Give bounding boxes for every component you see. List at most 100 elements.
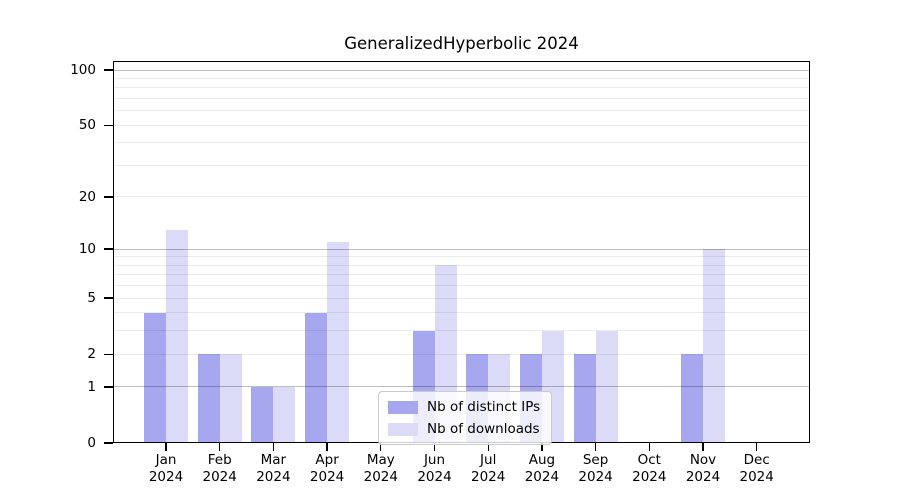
gridline-minor-30 [113, 164, 810, 166]
y-tick-mark-10 [104, 248, 113, 250]
x-tick-mark-aug [541, 443, 543, 451]
x-tick-label-jul: Jul 2024 [448, 452, 528, 486]
x-tick-month: Jan [155, 452, 177, 468]
gridline-major-1 [113, 386, 810, 388]
gridline-minor-9 [113, 256, 810, 258]
x-tick-year: 2024 [309, 469, 345, 485]
y-tick-label-10: 10 [78, 241, 96, 258]
bar-downloads-feb [219, 354, 242, 443]
x-tick-mark-sep [594, 443, 597, 451]
gridline-major-10 [113, 248, 810, 250]
gridline-minor-4 [113, 312, 810, 314]
x-tick-mark-dec [756, 443, 758, 451]
gridline-minor-20 [113, 196, 810, 198]
bar-downloads-sep [595, 331, 618, 443]
x-tick-month: Sep [582, 452, 609, 468]
y-tick-label-20: 20 [78, 188, 96, 205]
x-tick-year: 2024 [256, 469, 291, 485]
x-tick-label-dec: Dec 2024 [717, 452, 797, 486]
legend-item-distinct-ips: Nb of distinct IPs [388, 399, 540, 415]
gridline-major-100 [113, 69, 810, 71]
chart-title: GeneralizedHyperbolic 2024 [344, 34, 579, 53]
x-tick-month: Jul [480, 452, 497, 468]
x-tick-mark-jun [433, 443, 436, 451]
x-tick-label-nov: Nov 2024 [663, 452, 743, 486]
x-tick-label-jun: Jun 2024 [395, 452, 475, 486]
gridline-minor-2 [113, 353, 810, 355]
x-tick-mark-nov [702, 443, 704, 451]
plot-area: Nb of distinct IPs Nb of downloads [113, 61, 810, 445]
x-tick-month: Oct [637, 452, 661, 468]
gridline-minor-6 [113, 285, 810, 287]
x-tick-month: Nov [689, 452, 717, 468]
x-tick-mark-jul [487, 443, 489, 451]
gridline-minor-40 [113, 142, 810, 144]
x-tick-mark-oct [648, 443, 650, 451]
x-tick-label-feb: Feb 2024 [180, 452, 260, 486]
gridline-minor-5 [113, 297, 810, 299]
bar-downloads-jan [166, 229, 188, 443]
gridline-minor-90 [113, 77, 810, 79]
x-tick-label-apr: Apr 2024 [287, 452, 367, 486]
y-tick-mark-5 [104, 297, 113, 299]
bar-distinct_ips-feb [197, 354, 220, 443]
x-tick-year: 2024 [524, 469, 560, 485]
gridline-minor-3 [113, 330, 810, 332]
x-tick-year: 2024 [632, 469, 667, 485]
x-tick-year: 2024 [202, 469, 237, 485]
bar-downloads-apr [327, 242, 350, 443]
x-tick-month: Mar [260, 452, 287, 468]
y-tick-mark-20 [104, 196, 113, 198]
y-tick-mark-50 [104, 124, 113, 126]
x-tick-month: Jun [423, 452, 446, 468]
x-tick-mark-may [380, 443, 382, 451]
y-tick-mark-2 [104, 353, 113, 355]
x-tick-year: 2024 [363, 469, 398, 485]
x-tick-mark-feb [219, 443, 221, 451]
x-tick-month: Aug [528, 452, 556, 468]
y-tick-label-2: 2 [87, 346, 96, 363]
legend-label-distinct-ips: Nb of distinct IPs [427, 399, 541, 415]
bar-distinct_ips-sep [573, 354, 596, 443]
gridline-minor-7 [113, 274, 810, 276]
x-tick-mark-apr [326, 443, 328, 451]
x-tick-label-sep: Sep 2024 [556, 452, 636, 486]
x-tick-label-mar: Mar 2024 [233, 452, 313, 486]
legend: Nb of distinct IPs Nb of downloads [378, 391, 553, 445]
bar-distinct_ips-nov [681, 354, 703, 443]
bar-distinct_ips-mar [251, 387, 274, 443]
x-tick-label-may: May 2024 [341, 452, 421, 486]
y-tick-label-5: 5 [87, 290, 96, 307]
legend-swatch-distinct-ips-icon [388, 400, 418, 414]
y-tick-label-100: 100 [70, 62, 96, 78]
x-tick-year: 2024 [685, 469, 721, 485]
x-tick-label-jan: Jan 2024 [126, 452, 206, 486]
x-tick-year: 2024 [417, 469, 452, 485]
x-tick-month: May [366, 452, 395, 468]
y-tick-label-1: 1 [87, 378, 96, 395]
x-tick-year: 2024 [471, 469, 506, 485]
x-tick-month: Dec [743, 452, 770, 468]
x-tick-label-oct: Oct 2024 [609, 452, 689, 486]
y-tick-label-0: 0 [87, 435, 96, 451]
bar-downloads-mar [273, 387, 296, 443]
legend-item-downloads: Nb of downloads [388, 421, 540, 437]
x-tick-month: Apr [315, 452, 339, 468]
x-tick-mark-mar [272, 443, 275, 451]
gridline-minor-80 [113, 87, 810, 89]
legend-label-downloads: Nb of downloads [427, 421, 540, 437]
x-tick-year: 2024 [739, 469, 774, 485]
gridline-minor-60 [113, 110, 810, 112]
x-tick-year: 2024 [578, 469, 613, 485]
bar-distinct_ips-apr [305, 312, 328, 443]
y-tick-mark-1 [104, 386, 113, 388]
x-tick-mark-jan [165, 443, 167, 451]
x-tick-year: 2024 [148, 469, 184, 485]
gridline-minor-8 [113, 264, 810, 266]
gridline-minor-70 [113, 98, 810, 99]
x-tick-label-aug: Aug 2024 [502, 452, 582, 486]
legend-swatch-downloads-icon [388, 422, 418, 436]
y-tick-mark-100 [104, 69, 113, 71]
bar-downloads-nov [703, 249, 725, 443]
